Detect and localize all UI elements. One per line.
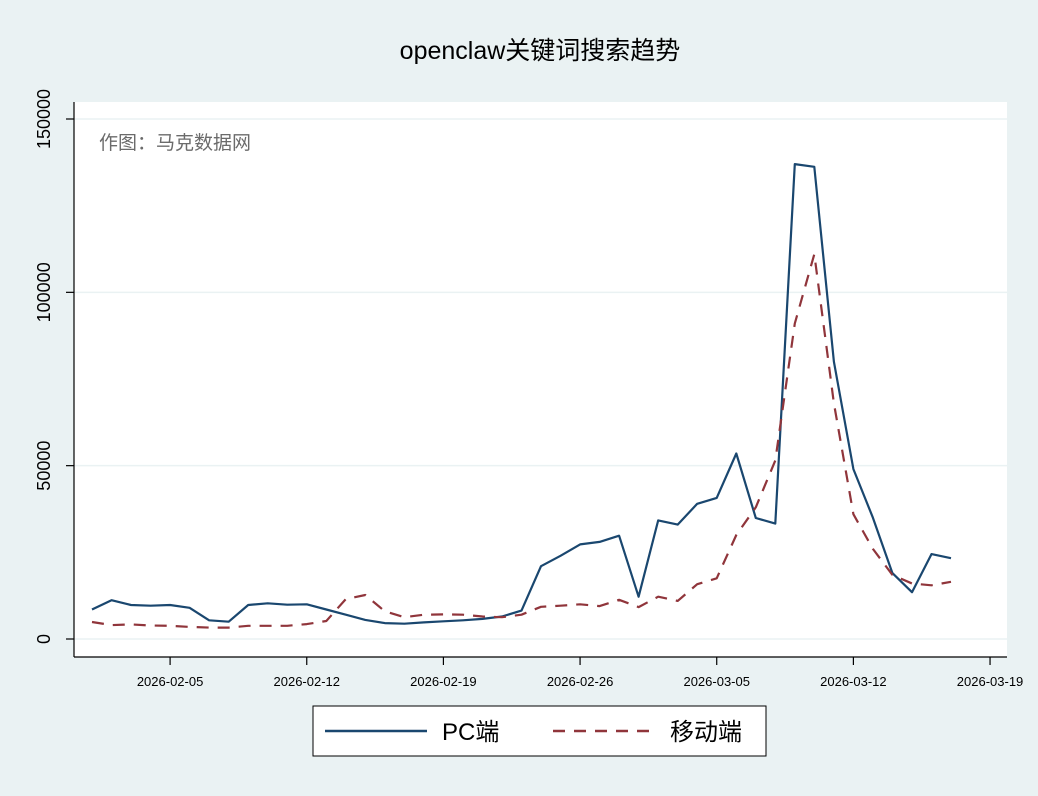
y-tick-label: 0: [34, 634, 54, 644]
y-tick-label: 50000: [34, 441, 54, 491]
y-tick-label: 150000: [34, 89, 54, 149]
pc-series-line: [91, 163, 952, 625]
x-tick-label: 2026-02-19: [410, 674, 477, 689]
legend: PC端 移动端: [312, 705, 767, 757]
x-tick-label: 2026-03-19: [957, 674, 1024, 689]
y-tick-label: 100000: [34, 262, 54, 322]
x-tick-label: 2026-02-12: [274, 674, 341, 689]
mobile-series-line: [91, 253, 952, 629]
grid-lines: [74, 118, 1007, 640]
series-layer: [91, 163, 952, 629]
x-tick-label: 2026-03-05: [683, 674, 750, 689]
x-tick-label: 2026-03-12: [820, 674, 887, 689]
chart-title: openclaw关键词搜索趋势: [400, 37, 681, 65]
legend-pc-label: PC端: [442, 719, 499, 746]
x-tick-label: 2026-02-05: [137, 674, 204, 689]
x-tick-label: 2026-02-26: [547, 674, 614, 689]
chart-note: 作图：马克数据网: [99, 132, 251, 154]
plot-area: [74, 102, 1007, 657]
axes: 0 50000 100000 150000 2026-02-05 2026-02-12 20…: [34, 89, 1023, 689]
legend-mobile-label: 移动端: [670, 719, 742, 746]
